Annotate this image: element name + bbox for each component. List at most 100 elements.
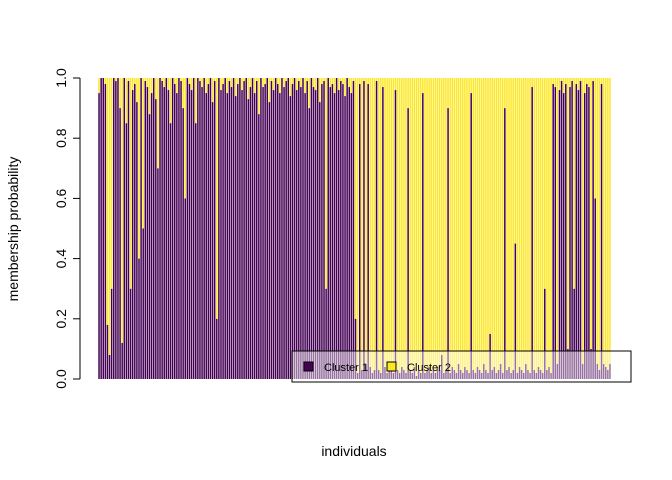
bar-cluster-1	[438, 369, 441, 379]
bar-cluster-1	[436, 366, 439, 379]
y-axis-label: membership probability	[5, 157, 21, 302]
bar-cluster-2	[428, 78, 430, 367]
bar-cluster-2	[199, 78, 201, 82]
bar-cluster-1	[544, 288, 546, 379]
bar-cluster-1	[394, 90, 397, 379]
bar-cluster-1	[188, 84, 191, 380]
bar-cluster-2	[119, 78, 121, 109]
bar-cluster-1	[518, 366, 521, 379]
bar-cluster-2	[298, 78, 300, 82]
bar-cluster-2	[323, 78, 325, 82]
bar-cluster-1	[298, 81, 300, 379]
bar-cluster-2	[264, 78, 266, 85]
bar-cluster-1	[209, 78, 212, 379]
bar-cluster-1	[375, 81, 378, 379]
bar-cluster-2	[438, 78, 441, 370]
y-tick-label: 0.0	[53, 369, 69, 389]
bar-cluster-1	[285, 81, 287, 379]
bar-cluster-1	[171, 78, 174, 379]
bar-cluster-2	[155, 78, 157, 100]
bar-cluster-1	[428, 366, 430, 379]
bar-cluster-1	[125, 123, 128, 380]
bar-cluster-1	[445, 369, 447, 379]
bar-cluster-2	[205, 78, 208, 94]
bar-cluster-2	[508, 78, 510, 367]
bar-cluster-1	[302, 78, 304, 379]
bar-cluster-2	[146, 78, 149, 88]
bar-cluster-2	[268, 78, 271, 103]
bar-cluster-1	[279, 93, 281, 380]
bar-cluster-2	[598, 78, 601, 370]
bar-cluster-2	[220, 78, 222, 91]
bar-cluster-1	[579, 81, 582, 379]
bar-cluster-1	[230, 87, 233, 379]
bar-cluster-1	[583, 93, 586, 380]
bar-cluster-1	[522, 372, 525, 379]
bar-cluster-2	[607, 78, 609, 370]
bar-cluster-1	[489, 333, 491, 379]
bar-cluster-1	[312, 87, 315, 379]
bar-cluster-2	[213, 78, 216, 82]
bar-cluster-1	[308, 108, 311, 379]
bar-cluster-1	[201, 87, 203, 379]
bar-cluster-1	[167, 90, 170, 379]
bar-cluster-2	[371, 78, 374, 373]
bar-cluster-2	[573, 78, 575, 289]
bar-cluster-2	[226, 78, 229, 94]
bar-cluster-2	[413, 78, 416, 367]
bar-cluster-1	[348, 87, 350, 379]
bar-cluster-1	[541, 372, 544, 379]
bar-cluster-1	[508, 366, 510, 379]
bar-cluster-2	[291, 78, 294, 85]
bar-cluster-2	[295, 78, 298, 91]
bar-cluster-2	[407, 78, 409, 109]
bar-cluster-1	[531, 87, 533, 379]
bar-cluster-2	[567, 78, 569, 349]
bar-cluster-1	[556, 363, 559, 379]
bar-cluster-1	[237, 84, 239, 380]
bar-cluster-1	[546, 369, 548, 379]
bar-cluster-1	[277, 84, 279, 380]
bar-cluster-2	[230, 78, 233, 88]
bar-cluster-2	[571, 78, 573, 82]
bar-cluster-2	[182, 78, 184, 109]
bar-cluster-1	[380, 372, 382, 379]
bar-cluster-1	[598, 369, 601, 379]
bar-cluster-2	[548, 78, 550, 367]
bar-cluster-1	[127, 81, 130, 379]
bar-cluster-2	[441, 78, 443, 355]
bar-cluster-2	[533, 78, 536, 370]
bar-cluster-2	[510, 78, 512, 373]
bar-cluster-1	[287, 78, 290, 379]
bar-cluster-2	[380, 78, 382, 373]
bar-cluster-1	[123, 78, 126, 379]
bar-cluster-1	[234, 96, 237, 379]
bar-cluster-2	[331, 78, 334, 85]
bar-cluster-2	[144, 78, 147, 82]
bar-cluster-2	[289, 78, 292, 97]
bar-cluster-2	[329, 78, 332, 88]
bar-cluster-2	[249, 78, 252, 88]
bar-cluster-1	[331, 84, 334, 380]
bar-cluster-2	[476, 78, 479, 367]
bar-cluster-2	[405, 78, 407, 373]
bar-cluster-2	[363, 78, 365, 82]
bar-cluster-1	[419, 372, 422, 379]
bar-cluster-1	[337, 90, 340, 379]
bar-cluster-2	[222, 78, 224, 85]
bar-cluster-2	[365, 78, 367, 364]
bar-cluster-2	[201, 78, 203, 88]
bar-cluster-2	[485, 78, 487, 370]
bar-cluster-1	[176, 93, 178, 380]
bar-cluster-1	[274, 78, 277, 379]
bar-cluster-1	[211, 102, 214, 379]
bar-cluster-1	[239, 78, 241, 379]
bar-cluster-2	[384, 78, 386, 367]
bar-cluster-1	[365, 363, 367, 379]
bar-cluster-1	[411, 372, 414, 379]
bar-cluster-2	[180, 78, 182, 82]
bar-cluster-2	[314, 78, 317, 91]
bar-cluster-2	[409, 78, 411, 370]
bar-cluster-1	[371, 372, 374, 379]
bar-cluster-2	[579, 78, 582, 82]
